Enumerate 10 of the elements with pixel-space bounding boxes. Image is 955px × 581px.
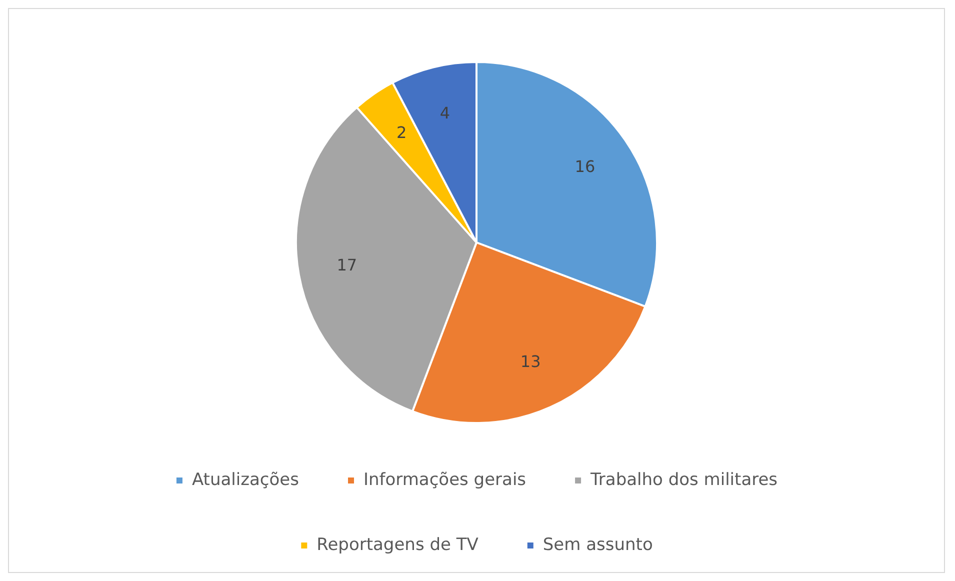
legend-label: Trabalho dos militares: [590, 470, 778, 490]
legend-label: Informações gerais: [363, 470, 526, 490]
legend-label: Atualizações: [192, 470, 300, 490]
legend-label: Sem assunto: [542, 534, 653, 555]
data-label: 16: [574, 156, 596, 176]
legend-label: Reportagens de TV: [316, 534, 479, 555]
data-label: 2: [396, 123, 407, 142]
data-label: 4: [440, 104, 450, 123]
data-label: 17: [336, 255, 358, 274]
data-label: 13: [520, 352, 541, 371]
